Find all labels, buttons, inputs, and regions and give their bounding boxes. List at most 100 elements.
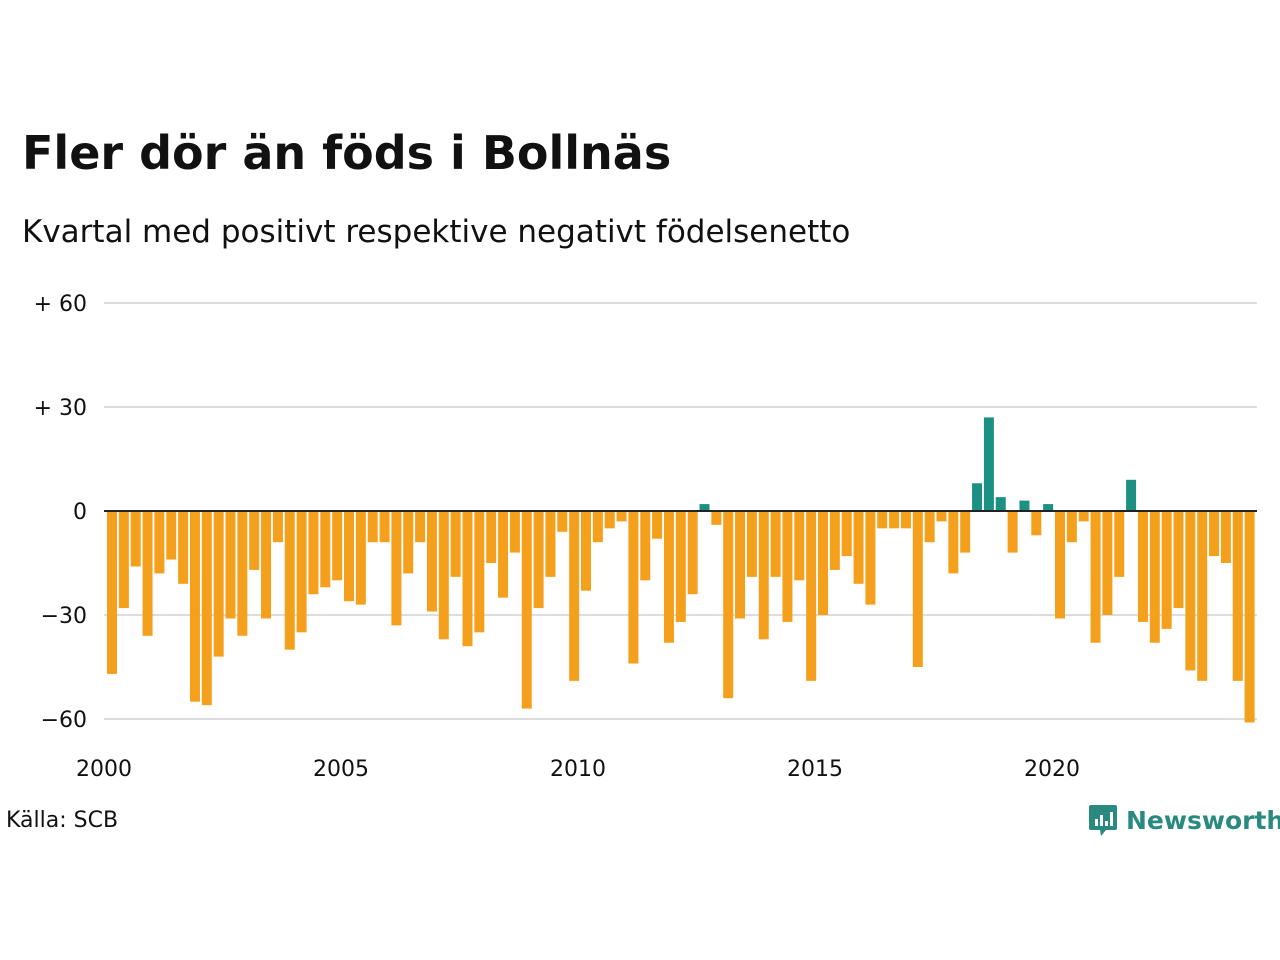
bar bbox=[225, 511, 236, 619]
y-tick-label: + 30 bbox=[34, 396, 87, 421]
bar bbox=[687, 511, 698, 595]
bar bbox=[592, 511, 603, 543]
bar bbox=[1066, 511, 1077, 543]
bar bbox=[415, 511, 426, 543]
y-tick-label: 0 bbox=[73, 500, 87, 525]
bar bbox=[900, 511, 911, 529]
bar bbox=[1220, 511, 1231, 563]
bar bbox=[770, 511, 781, 577]
brand-logo: Newsworthy bbox=[1088, 803, 1280, 837]
bar bbox=[853, 511, 864, 584]
x-tick-label: 2005 bbox=[313, 757, 369, 782]
bar bbox=[995, 497, 1006, 511]
bar bbox=[509, 511, 520, 553]
bar bbox=[1185, 511, 1196, 671]
bar bbox=[1078, 511, 1089, 522]
bar bbox=[189, 511, 200, 702]
bar bbox=[320, 511, 331, 588]
bar bbox=[581, 511, 591, 591]
bar bbox=[675, 511, 686, 622]
newsworthy-logo-icon bbox=[1089, 805, 1117, 836]
bar bbox=[498, 511, 509, 598]
bar bbox=[107, 511, 117, 674]
bar bbox=[296, 511, 307, 633]
bar bbox=[355, 511, 366, 605]
bar bbox=[711, 511, 722, 525]
bar bbox=[818, 511, 828, 615]
bar bbox=[983, 417, 994, 511]
bar bbox=[912, 511, 923, 667]
bar bbox=[1031, 511, 1042, 536]
bar bbox=[1161, 511, 1172, 629]
bar bbox=[284, 511, 295, 650]
bar bbox=[723, 511, 734, 699]
bar bbox=[545, 511, 556, 577]
bar bbox=[924, 511, 935, 543]
bar bbox=[1126, 479, 1137, 511]
bar bbox=[344, 511, 354, 602]
bar bbox=[1232, 511, 1243, 681]
bar bbox=[237, 511, 248, 636]
x-tick-label: 2000 bbox=[76, 757, 132, 782]
bar bbox=[438, 511, 449, 640]
x-tick-label: 2015 bbox=[787, 757, 843, 782]
y-tick-label: −30 bbox=[41, 604, 87, 629]
bar bbox=[877, 511, 888, 529]
bar bbox=[640, 511, 651, 581]
bar bbox=[652, 511, 663, 539]
bar bbox=[782, 511, 793, 622]
bar bbox=[1209, 511, 1220, 557]
bar bbox=[486, 511, 497, 563]
bar bbox=[130, 511, 141, 567]
bar bbox=[557, 511, 568, 532]
source-note: Källa: SCB bbox=[6, 808, 119, 833]
bar bbox=[1019, 500, 1030, 511]
bar bbox=[948, 511, 959, 574]
bar bbox=[628, 511, 639, 664]
bar bbox=[308, 511, 319, 595]
bar bbox=[272, 511, 283, 543]
bar bbox=[213, 511, 224, 657]
bar bbox=[201, 511, 212, 706]
bar bbox=[474, 511, 485, 633]
bar bbox=[1149, 511, 1160, 643]
y-axis-tick-labels: + 60 + 30 0 −30 −60 bbox=[34, 292, 87, 733]
bar bbox=[533, 511, 544, 609]
bar bbox=[367, 511, 378, 543]
x-axis-tick-labels: 2000 2005 2010 2015 2020 bbox=[76, 757, 1080, 782]
bar bbox=[699, 504, 710, 511]
bar bbox=[1197, 511, 1208, 681]
bar bbox=[391, 511, 402, 626]
chart-title: Fler dör än föds i Bollnäs bbox=[22, 126, 672, 180]
brand-name: Newsworthy bbox=[1126, 805, 1280, 835]
bar bbox=[118, 511, 129, 609]
bar bbox=[403, 511, 414, 574]
chart-subtitle: Kvartal med positivt respektive negativt… bbox=[22, 214, 851, 250]
bar bbox=[426, 511, 437, 612]
bar bbox=[960, 511, 971, 553]
bar bbox=[889, 511, 900, 529]
bar bbox=[758, 511, 769, 640]
bar bbox=[154, 511, 165, 574]
bar bbox=[1043, 504, 1054, 511]
bar bbox=[865, 511, 876, 605]
y-tick-label: + 60 bbox=[34, 292, 87, 317]
bar bbox=[936, 511, 947, 522]
bar bbox=[616, 511, 627, 522]
x-tick-label: 2020 bbox=[1024, 757, 1080, 782]
bar bbox=[1137, 511, 1148, 622]
bar bbox=[735, 511, 746, 619]
bar bbox=[569, 511, 580, 681]
bar bbox=[178, 511, 189, 584]
bar bbox=[829, 511, 840, 570]
bar bbox=[249, 511, 260, 570]
bar bbox=[142, 511, 153, 636]
bar bbox=[746, 511, 757, 577]
bar bbox=[261, 511, 272, 619]
bar bbox=[1090, 511, 1101, 643]
bar bbox=[1173, 511, 1184, 609]
bar bbox=[841, 511, 852, 557]
bar bbox=[1244, 511, 1255, 723]
bar bbox=[521, 511, 532, 709]
